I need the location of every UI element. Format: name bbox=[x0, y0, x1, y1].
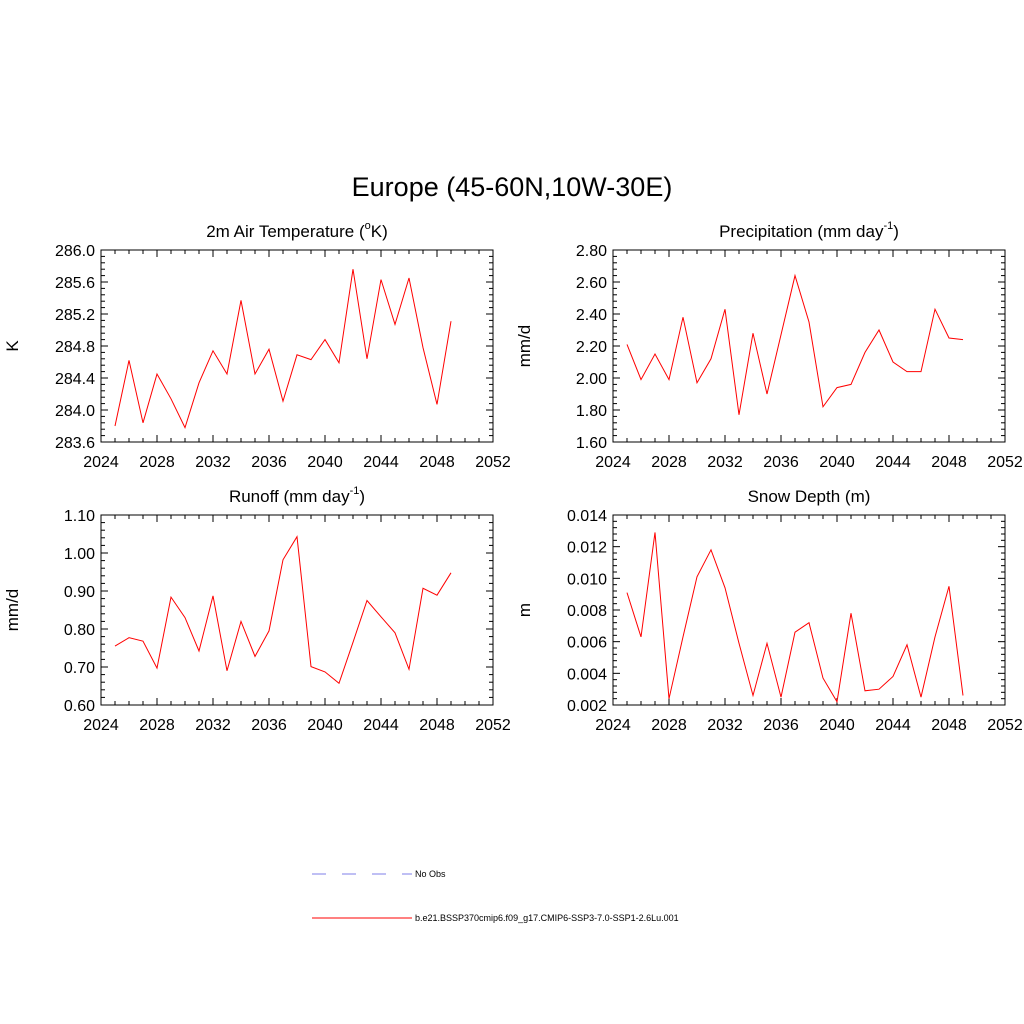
precipitation-x-tick-label: 2024 bbox=[595, 454, 631, 471]
snow-depth-y-tick-label: 0.008 bbox=[567, 603, 607, 620]
legend-label-no-obs: No Obs bbox=[415, 869, 446, 879]
air-temperature-x-tick-label: 2048 bbox=[419, 454, 455, 471]
snow-depth-y-tick-label: 0.012 bbox=[567, 540, 607, 557]
runoff-series-line bbox=[114, 535, 452, 685]
snow-depth-x-tick-label: 2048 bbox=[931, 717, 967, 734]
snow-depth-panel-title: Snow Depth (m) bbox=[748, 487, 871, 506]
snow-depth-x-tick-label: 2040 bbox=[819, 717, 855, 734]
precipitation-x-tick-label: 2036 bbox=[763, 454, 799, 471]
air-temperature-x-tick-label: 2028 bbox=[139, 454, 175, 471]
runoff-y-tick-label: 1.10 bbox=[64, 508, 95, 525]
air-temperature-y-tick-label: 284.0 bbox=[55, 403, 95, 420]
air-temperature-x-tick-label: 2032 bbox=[195, 454, 231, 471]
runoff-x-tick-label: 2044 bbox=[363, 717, 399, 734]
panels: 2024 2028 2032 2036 2040 2044 2048 2052 283.6 284… bbox=[3, 220, 1023, 734]
runoff-panel: 2024 2028 2032 2036 2040 2044 2048 2052 0.60 0.70… bbox=[3, 485, 511, 734]
precipitation-x-tick-label: 2028 bbox=[651, 454, 687, 471]
precipitation-y-tick-label: 2.80 bbox=[576, 243, 607, 260]
snow-depth-y-tick-label: 0.010 bbox=[567, 571, 607, 588]
air-temperature-series-line bbox=[114, 269, 452, 429]
precipitation-plot-frame bbox=[612, 249, 1006, 443]
runoff-x-tick-label: 2036 bbox=[251, 717, 287, 734]
snow-depth-plot-frame bbox=[612, 514, 1006, 706]
precipitation-title-suffix: ) bbox=[893, 222, 899, 241]
figure-title: Europe (45-60N,10W-30E) bbox=[352, 172, 673, 202]
air-temperature-x-tick-label: 2040 bbox=[307, 454, 343, 471]
precipitation-series-line bbox=[626, 273, 964, 415]
snow-depth-y-axis-label: m bbox=[515, 603, 534, 617]
precipitation-y-tick-label: 2.00 bbox=[576, 371, 607, 388]
air-temperature-x-tick-label: 2044 bbox=[363, 454, 399, 471]
snow-depth-x-tick-label: 2036 bbox=[763, 717, 799, 734]
air-temperature-x-tick-label: 2024 bbox=[83, 454, 119, 471]
runoff-y-axis-label: mm/d bbox=[3, 589, 22, 632]
snow-depth-y-tick-label: 0.002 bbox=[567, 698, 607, 715]
precipitation-y-tick-label: 2.60 bbox=[576, 275, 607, 292]
precipitation-x-tick-label: 2048 bbox=[931, 454, 967, 471]
air-temperature-title-suffix: K) bbox=[371, 222, 388, 241]
snow-depth-y-tick-label: 0.004 bbox=[567, 666, 607, 683]
runoff-x-tick-label: 2048 bbox=[419, 717, 455, 734]
precipitation-y-tick-label: 2.40 bbox=[576, 307, 607, 324]
snow-depth-x-tick-label: 2044 bbox=[875, 717, 911, 734]
runoff-x-tick-label: 2040 bbox=[307, 717, 343, 734]
snow-depth-x-tick-label: 2028 bbox=[651, 717, 687, 734]
precipitation-panel-title: Precipitation (mm day-1) bbox=[719, 220, 899, 241]
runoff-y-tick-label: 0.70 bbox=[64, 660, 95, 677]
air-temperature-plot-frame bbox=[100, 249, 494, 443]
snow-depth-title-text: Snow Depth (m) bbox=[748, 487, 871, 506]
snow-depth-panel: 2024 2028 2032 2036 2040 2044 2048 2052 0.002 0.0… bbox=[515, 487, 1023, 734]
runoff-y-tick-label: 1.00 bbox=[64, 546, 95, 563]
runoff-x-tick-label: 2052 bbox=[475, 717, 511, 734]
precipitation-panel: 2024 2028 2032 2036 2040 2044 2048 2052 1.60 1.80… bbox=[515, 220, 1023, 471]
runoff-x-tick-label: 2032 bbox=[195, 717, 231, 734]
air-temperature-y-tick-label: 285.2 bbox=[55, 307, 95, 324]
precipitation-x-tick-label: 2040 bbox=[819, 454, 855, 471]
precipitation-x-tick-label: 2032 bbox=[707, 454, 743, 471]
runoff-title-superscript: -1 bbox=[350, 485, 360, 497]
runoff-y-tick-label: 0.60 bbox=[64, 698, 95, 715]
air-temperature-x-tick-label: 2036 bbox=[251, 454, 287, 471]
snow-depth-series-line bbox=[626, 532, 964, 704]
air-temperature-panel-title: 2m Air Temperature (oK) bbox=[206, 220, 388, 241]
snow-depth-y-tick-label: 0.006 bbox=[567, 635, 607, 652]
air-temperature-x-tick-label: 2052 bbox=[475, 454, 511, 471]
precipitation-y-axis-label: mm/d bbox=[515, 325, 534, 368]
runoff-title-text: Runoff (mm day bbox=[229, 487, 350, 506]
air-temperature-title-text: 2m Air Temperature ( bbox=[206, 222, 365, 241]
runoff-panel-title: Runoff (mm day-1) bbox=[229, 485, 365, 506]
runoff-y-tick-label: 0.90 bbox=[64, 584, 95, 601]
air-temperature-y-tick-label: 284.8 bbox=[55, 339, 95, 356]
runoff-plot-frame bbox=[100, 514, 494, 706]
snow-depth-x-tick-label: 2024 bbox=[595, 717, 631, 734]
runoff-title-suffix: ) bbox=[359, 487, 365, 506]
air-temperature-panel: 2024 2028 2032 2036 2040 2044 2048 2052 283.6 284… bbox=[3, 220, 511, 471]
precipitation-y-tick-label: 1.80 bbox=[576, 403, 607, 420]
runoff-x-tick-label: 2024 bbox=[83, 717, 119, 734]
runoff-y-tick-label: 0.80 bbox=[64, 622, 95, 639]
air-temperature-y-axis-label: K bbox=[3, 340, 22, 352]
legend: No Obs b.e21.BSSP370cmip6.f09_g17.CMIP6-… bbox=[312, 869, 679, 923]
precipitation-title-superscript: -1 bbox=[883, 220, 893, 232]
air-temperature-y-tick-label: 284.4 bbox=[55, 371, 95, 388]
snow-depth-y-tick-label: 0.014 bbox=[567, 508, 607, 525]
snow-depth-x-tick-label: 2032 bbox=[707, 717, 743, 734]
precipitation-x-tick-label: 2044 bbox=[875, 454, 911, 471]
air-temperature-y-tick-label: 286.0 bbox=[55, 243, 95, 260]
precipitation-y-tick-label: 2.20 bbox=[576, 339, 607, 356]
air-temperature-title-superscript: o bbox=[365, 220, 371, 232]
air-temperature-y-tick-label: 283.6 bbox=[55, 435, 95, 452]
runoff-x-tick-label: 2028 bbox=[139, 717, 175, 734]
precipitation-y-tick-label: 1.60 bbox=[576, 435, 607, 452]
precipitation-x-tick-label: 2052 bbox=[987, 454, 1023, 471]
air-temperature-y-tick-label: 285.6 bbox=[55, 275, 95, 292]
snow-depth-x-tick-label: 2052 bbox=[987, 717, 1023, 734]
precipitation-title-text: Precipitation (mm day bbox=[719, 222, 884, 241]
legend-label-model: b.e21.BSSP370cmip6.f09_g17.CMIP6-SSP3-7.… bbox=[415, 913, 679, 923]
